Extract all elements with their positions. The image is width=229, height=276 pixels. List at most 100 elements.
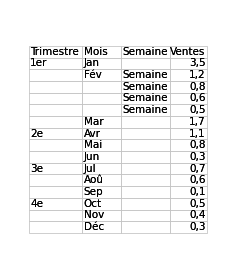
Text: 0,4: 0,4: [188, 210, 205, 220]
Text: 1,7: 1,7: [188, 117, 205, 127]
Bar: [169, 151, 206, 163]
Bar: [82, 128, 121, 139]
Text: 3e: 3e: [30, 164, 43, 174]
Text: Mai: Mai: [83, 140, 101, 150]
Bar: [29, 104, 82, 116]
Text: Nov: Nov: [83, 210, 104, 220]
Bar: [121, 69, 169, 81]
Text: Jan: Jan: [83, 59, 99, 68]
Text: 4e: 4e: [30, 199, 43, 209]
Text: 0,3: 0,3: [188, 152, 205, 162]
Bar: [82, 209, 121, 221]
Bar: [82, 81, 121, 93]
Text: 3,5: 3,5: [188, 59, 205, 68]
Bar: [121, 58, 169, 69]
Text: 0,8: 0,8: [188, 82, 205, 92]
Bar: [169, 186, 206, 198]
Bar: [169, 139, 206, 151]
Text: 2e: 2e: [30, 129, 43, 139]
Text: Mar: Mar: [83, 117, 103, 127]
Bar: [121, 139, 169, 151]
Text: 2e: 2e: [30, 129, 43, 139]
Bar: [29, 58, 82, 69]
Bar: [29, 46, 82, 58]
Text: 1,1: 1,1: [188, 129, 205, 139]
Text: 0,3: 0,3: [188, 152, 205, 162]
Text: Fév: Fév: [83, 70, 101, 80]
Bar: [169, 163, 206, 174]
Text: Semaine: Semaine: [122, 47, 168, 57]
Text: 0,8: 0,8: [188, 140, 205, 150]
Bar: [29, 116, 82, 128]
Text: 3,5: 3,5: [188, 59, 205, 68]
Text: Jul: Jul: [83, 164, 96, 174]
Bar: [82, 58, 121, 69]
Bar: [29, 69, 82, 81]
Text: Sep: Sep: [83, 187, 103, 197]
Bar: [121, 163, 169, 174]
Text: Aoû: Aoû: [83, 175, 103, 185]
Text: Nov: Nov: [83, 210, 104, 220]
Text: Semaine: Semaine: [122, 94, 168, 104]
Bar: [82, 93, 121, 104]
Text: 1er: 1er: [30, 59, 47, 68]
Text: 1,2: 1,2: [188, 70, 205, 80]
Bar: [29, 151, 82, 163]
Text: 0,5: 0,5: [188, 105, 205, 115]
Bar: [82, 221, 121, 233]
Text: Mai: Mai: [83, 140, 101, 150]
Bar: [29, 221, 82, 233]
Bar: [121, 116, 169, 128]
Text: Ventes: Ventes: [169, 47, 205, 57]
Bar: [169, 58, 206, 69]
Text: 0,5: 0,5: [188, 199, 205, 209]
Text: Oct: Oct: [83, 199, 101, 209]
Bar: [82, 139, 121, 151]
Text: Semaine: Semaine: [122, 105, 168, 115]
Text: 0,5: 0,5: [188, 105, 205, 115]
Text: Aoû: Aoû: [83, 175, 103, 185]
Text: Mar: Mar: [83, 117, 103, 127]
Bar: [29, 93, 82, 104]
Text: 1er: 1er: [30, 59, 47, 68]
Bar: [121, 104, 169, 116]
Bar: [82, 69, 121, 81]
Bar: [169, 128, 206, 139]
Text: Avr: Avr: [83, 129, 100, 139]
Bar: [29, 139, 82, 151]
Text: 0,6: 0,6: [188, 175, 205, 185]
Bar: [121, 209, 169, 221]
Bar: [29, 186, 82, 198]
Bar: [82, 163, 121, 174]
Text: Semaine: Semaine: [122, 82, 168, 92]
Bar: [82, 46, 121, 58]
Bar: [169, 174, 206, 186]
Text: 0,1: 0,1: [188, 187, 205, 197]
Bar: [169, 221, 206, 233]
Text: Semaine: Semaine: [122, 105, 168, 115]
Text: Jan: Jan: [83, 59, 99, 68]
Text: 4e: 4e: [30, 199, 43, 209]
Text: 1,1: 1,1: [188, 129, 205, 139]
Bar: [169, 93, 206, 104]
Text: Mois: Mois: [83, 47, 107, 57]
Text: Mois: Mois: [83, 47, 107, 57]
Text: Trimestre: Trimestre: [30, 47, 79, 57]
Text: 3e: 3e: [30, 164, 43, 174]
Bar: [121, 128, 169, 139]
Bar: [121, 93, 169, 104]
Bar: [169, 104, 206, 116]
Text: 0,6: 0,6: [188, 94, 205, 104]
Bar: [169, 46, 206, 58]
Bar: [29, 198, 82, 209]
Text: 0,7: 0,7: [188, 164, 205, 174]
Bar: [29, 128, 82, 139]
Text: 0,5: 0,5: [188, 199, 205, 209]
Text: Déc: Déc: [83, 222, 103, 232]
Bar: [82, 151, 121, 163]
Bar: [82, 174, 121, 186]
Bar: [169, 116, 206, 128]
Text: Fév: Fév: [83, 70, 101, 80]
Text: Trimestre: Trimestre: [30, 47, 79, 57]
Bar: [121, 151, 169, 163]
